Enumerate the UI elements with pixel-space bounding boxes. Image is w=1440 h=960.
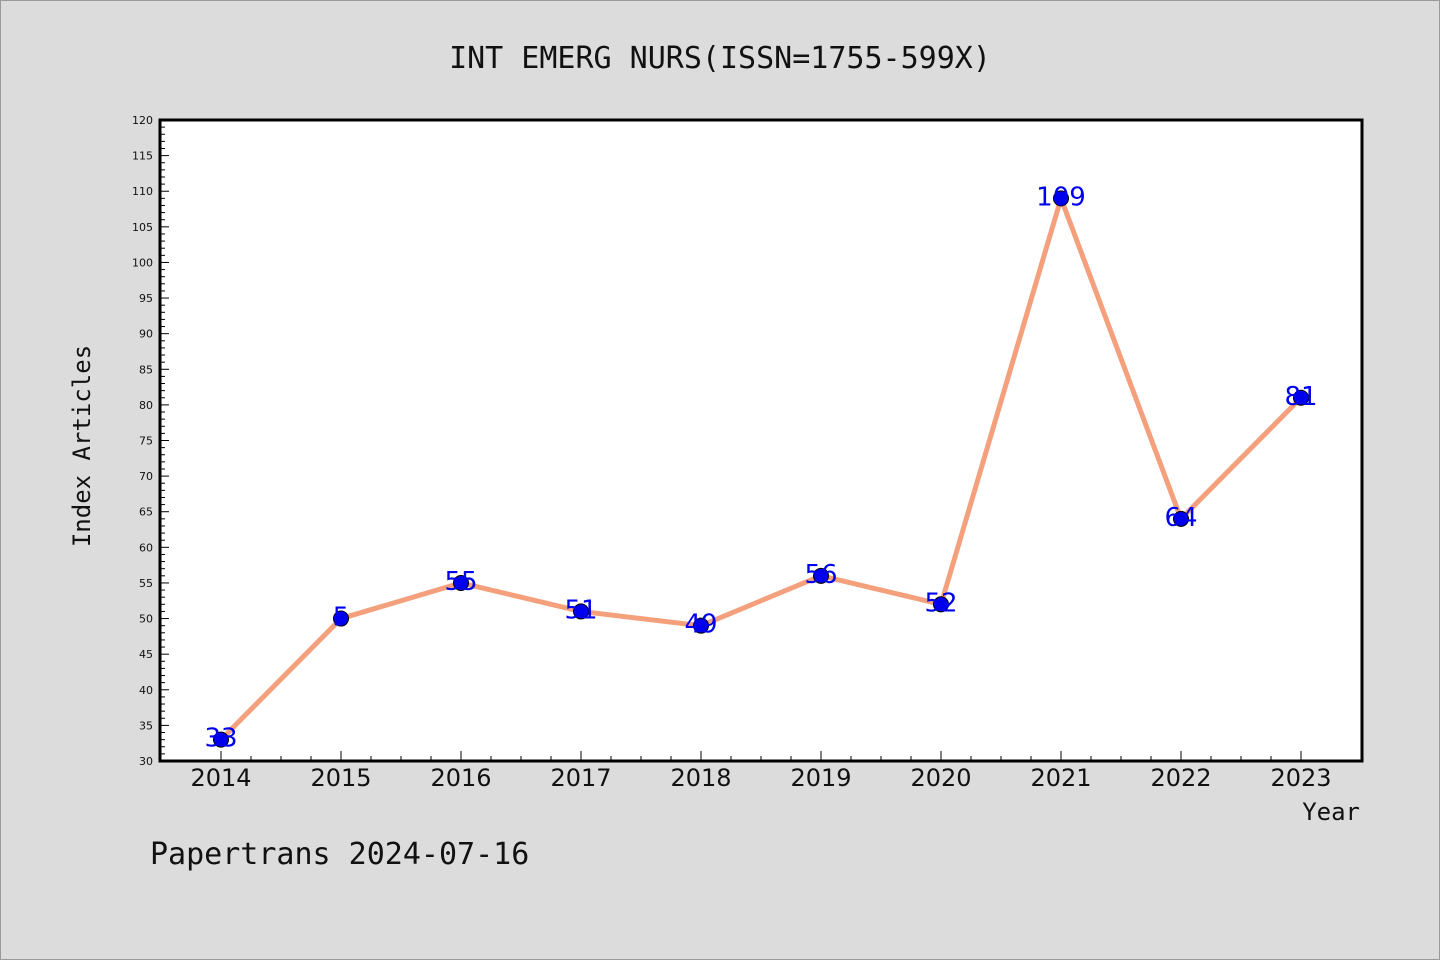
series-layer — [213, 190, 1309, 748]
y-axis-ticks: 30 35 40 45 50 55 60 65 70 75 80 85 90 95 100 105 110 115… — [132, 114, 169, 768]
y-tick-label: 115 — [132, 150, 153, 163]
data-point — [333, 610, 349, 627]
y-tick-label: 60 — [139, 541, 153, 554]
y-tick-label: 50 — [139, 613, 153, 626]
x-tick-label: 2022 — [1150, 764, 1211, 792]
data-label: 51 — [564, 595, 597, 625]
y-tick-label: 45 — [139, 648, 153, 661]
y-tick-label: 110 — [132, 185, 153, 198]
x-tick-label: 2023 — [1270, 764, 1331, 792]
x-tick-label: 2020 — [910, 764, 971, 792]
x-tick-label: 2016 — [430, 764, 491, 792]
data-label: 33 — [204, 724, 237, 754]
x-tick-label: 2021 — [1030, 764, 1091, 792]
y-tick-label: 85 — [139, 363, 153, 376]
data-label: 81 — [1284, 382, 1317, 412]
data-point — [1053, 190, 1069, 207]
y-tick-label: 75 — [139, 435, 153, 448]
y-tick-label: 100 — [132, 256, 153, 269]
data-point — [213, 731, 229, 748]
x-tick-label: 2015 — [310, 764, 371, 792]
y-tick-label: 65 — [139, 506, 153, 519]
plot-frame — [158, 118, 1364, 763]
x-axis-label: Year — [1302, 798, 1360, 826]
series-line — [218, 195, 1304, 743]
data-point — [693, 617, 709, 634]
data-point — [1173, 510, 1189, 527]
x-tick-label: 2019 — [790, 764, 851, 792]
y-tick-label: 30 — [139, 755, 153, 768]
footer-credit: Papertrans 2024-07-16 — [150, 837, 529, 872]
data-label: 52 — [924, 588, 957, 618]
plot-area — [160, 120, 1362, 761]
x-tick-label: 2018 — [670, 764, 731, 792]
y-tick-label: 35 — [139, 719, 153, 732]
data-label: 5 — [333, 603, 350, 633]
chart-title: INT EMERG NURS(ISSN=1755-599X) — [449, 41, 991, 76]
y-tick-label: 55 — [139, 577, 153, 590]
data-label: 109 — [1036, 182, 1086, 212]
data-label: 49 — [684, 610, 717, 640]
data-point — [453, 574, 469, 591]
y-tick-label: 90 — [139, 328, 153, 341]
data-label: 55 — [444, 567, 477, 597]
y-axis-label: Index Articles — [68, 345, 96, 547]
data-label: 64 — [1164, 503, 1197, 533]
data-point — [1293, 389, 1309, 406]
x-tick-label: 2014 — [190, 764, 251, 792]
data-point — [933, 596, 949, 613]
y-tick-label: 80 — [139, 399, 153, 412]
y-tick-label: 120 — [132, 114, 153, 127]
x-tick-label: 2017 — [550, 764, 611, 792]
y-tick-label: 95 — [139, 292, 153, 305]
data-point — [813, 567, 829, 584]
data-point — [573, 603, 589, 620]
y-tick-label: 105 — [132, 221, 153, 234]
data-label: 56 — [804, 560, 837, 590]
y-tick-label: 70 — [139, 470, 153, 483]
y-tick-label: 40 — [139, 684, 153, 697]
